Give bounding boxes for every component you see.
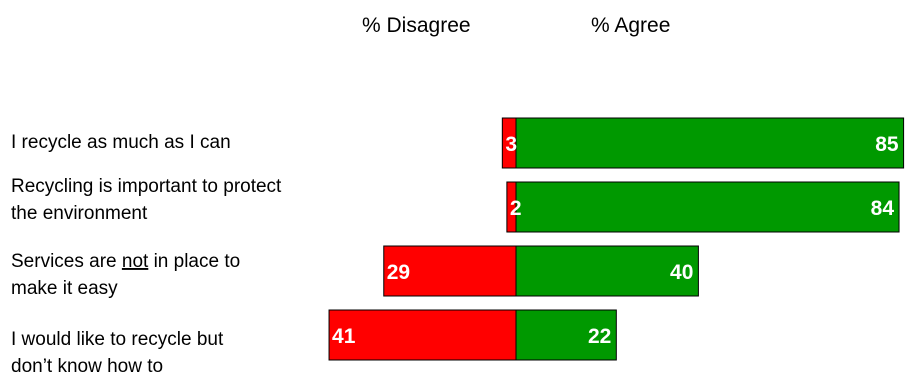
category-label-2: Recycling is important to protect the en… — [11, 176, 287, 224]
disagree-value-3: 29 — [387, 261, 410, 284]
category-label-2-line-1: Recycling is important to protect — [11, 176, 282, 197]
category-label-4-line-2: don’t know how to — [11, 356, 163, 377]
category-label-3-line-2: make it easy — [11, 278, 118, 299]
category-label-4: I would like to recycle but don’t know h… — [11, 329, 229, 377]
disagree-header: % Disagree — [362, 14, 471, 37]
category-label-3-line-1-part-3: in place to — [148, 251, 240, 272]
agree-value-3: 40 — [670, 261, 693, 284]
category-label-2-line-2: the environment — [11, 203, 148, 224]
category-label-1-line-1: I recycle as much as I can — [11, 132, 231, 153]
agree-value-4: 22 — [588, 325, 611, 348]
agree-bar-1 — [515, 117, 905, 169]
agree-value-2: 84 — [871, 197, 895, 220]
bars-group: 3 85 2 84 29 40 41 22 — [328, 117, 905, 361]
disagree-value-4: 41 — [332, 325, 356, 348]
agree-value-1: 85 — [875, 133, 899, 156]
category-label-3: Services are not in place to make it eas… — [11, 251, 245, 299]
agree-bar-4 — [515, 309, 617, 361]
category-label-4-line-1: I would like to recycle but — [11, 329, 224, 350]
disagree-bar-3 — [383, 245, 517, 297]
category-label-3-line-1-part-1: Services are — [11, 251, 122, 272]
agree-header: % Agree — [591, 14, 670, 37]
disagree-value-1: 3 — [505, 133, 517, 156]
agree-bar-3 — [515, 245, 699, 297]
disagree-bar-4 — [328, 309, 517, 361]
category-label-1: I recycle as much as I can — [11, 132, 231, 153]
disagree-value-2: 2 — [510, 197, 522, 220]
category-label-3-not-emphasis: not — [122, 251, 149, 272]
agree-bar-2 — [515, 181, 900, 233]
